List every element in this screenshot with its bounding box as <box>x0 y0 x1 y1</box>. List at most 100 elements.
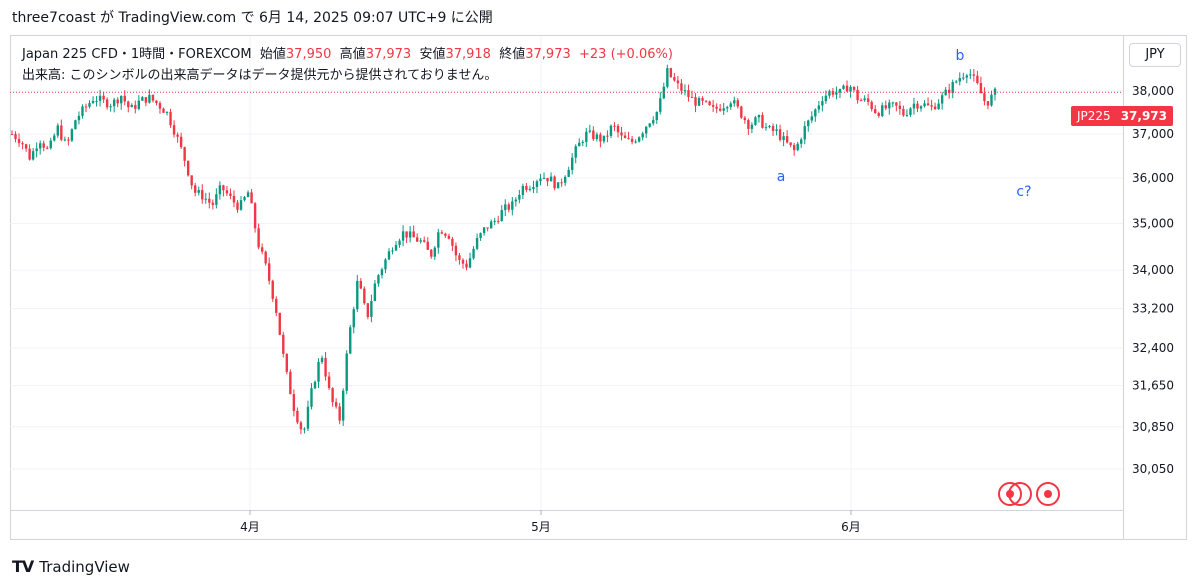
candle-body <box>352 309 355 328</box>
candle-body <box>747 120 750 129</box>
candle-body <box>507 204 510 210</box>
candle-body <box>49 140 52 149</box>
candle-body <box>761 114 764 128</box>
candle-body <box>849 86 852 92</box>
candle-body <box>926 103 930 106</box>
candle-body <box>736 100 739 107</box>
candle-body <box>718 108 722 111</box>
candle-body <box>623 135 627 139</box>
candle-body <box>521 185 525 195</box>
price-axis-separator <box>1123 35 1124 540</box>
candle-body <box>225 190 229 194</box>
candle-body <box>239 200 243 210</box>
currency-button[interactable]: JPY <box>1129 43 1181 67</box>
candle-body <box>275 298 278 313</box>
candle-body <box>430 249 433 257</box>
candle-body <box>648 123 651 127</box>
candle-body <box>782 136 785 140</box>
candle-body <box>324 357 327 377</box>
candle-body <box>317 361 320 382</box>
candle-body <box>268 263 271 281</box>
candle-body <box>888 102 891 109</box>
candle-body <box>895 102 898 106</box>
candle-body <box>380 269 384 276</box>
price-tag-symbol: JP225 <box>1077 109 1111 123</box>
candle-body <box>479 233 482 238</box>
candle-body <box>243 197 246 201</box>
event-markers[interactable] <box>998 482 1060 506</box>
candle-body <box>190 175 193 186</box>
candle-body <box>123 95 126 102</box>
candle-body <box>940 95 944 104</box>
candle-body <box>944 89 947 96</box>
chart-frame <box>10 35 1187 540</box>
candle-body <box>489 221 493 229</box>
candle-body <box>514 199 518 202</box>
candle-body <box>659 98 662 112</box>
low-value: 37,918 <box>445 47 491 62</box>
candle-body <box>211 202 215 205</box>
candle-body <box>535 181 539 188</box>
candle-body <box>28 148 31 160</box>
publish-header: three7coast が TradingView.com で 6月 14, 2… <box>12 10 493 26</box>
candle-body <box>990 94 993 106</box>
candle-body <box>391 250 394 252</box>
candle-body <box>204 198 207 200</box>
candle-body <box>771 126 775 131</box>
candle-body <box>757 114 761 118</box>
price-tick-label: 31,650 <box>1132 379 1174 393</box>
candle-body <box>468 258 472 268</box>
candle-body <box>884 105 887 109</box>
candle-body <box>387 251 391 260</box>
candle-body <box>130 105 133 108</box>
candle-body <box>134 105 137 109</box>
candle-body <box>792 145 796 151</box>
candle-body <box>63 139 67 141</box>
candle-body <box>666 68 669 87</box>
candle-body <box>415 237 419 242</box>
candle-body <box>881 105 884 117</box>
price-tick-label: 38,000 <box>1132 84 1174 98</box>
candle-body <box>14 134 17 140</box>
price-tick-label: 34,000 <box>1132 263 1174 277</box>
candle-body <box>331 388 334 403</box>
grid-lines <box>10 36 1123 510</box>
candle-body <box>327 376 331 389</box>
candle-body <box>253 203 257 229</box>
candle-body <box>465 263 468 268</box>
candle-body <box>250 192 253 204</box>
candle-body <box>53 135 56 141</box>
brand-name: TradingView <box>39 557 130 576</box>
candle-body <box>764 127 768 129</box>
candle-body <box>493 220 496 222</box>
candle-body <box>285 353 289 372</box>
candle-body <box>81 106 84 116</box>
candle-body <box>232 195 236 203</box>
candle-body <box>962 77 965 79</box>
candle-body <box>77 115 81 121</box>
candle-body <box>810 116 813 121</box>
candle-body <box>120 95 123 104</box>
high-value: 37,973 <box>365 47 412 62</box>
candle-body <box>116 99 119 104</box>
candle-body <box>585 131 588 143</box>
candle-body <box>620 132 623 136</box>
candle-body <box>532 187 535 190</box>
candle-body <box>947 89 951 94</box>
candle-body <box>458 255 461 260</box>
candle-body <box>384 259 387 270</box>
candle-body <box>451 238 454 246</box>
candle-body <box>215 194 218 205</box>
tradingview-logo-icon: TV <box>12 557 34 576</box>
candle-body <box>95 100 98 102</box>
candle-body <box>475 237 479 249</box>
footer-brand[interactable]: TV TradingView <box>12 557 130 576</box>
candle-body <box>704 100 708 102</box>
candle-body <box>264 251 267 264</box>
wave-label: c? <box>1016 184 1031 200</box>
candle-body <box>271 280 274 299</box>
candle-body <box>299 422 303 430</box>
candle-body <box>711 105 715 107</box>
candle-body <box>313 381 317 389</box>
